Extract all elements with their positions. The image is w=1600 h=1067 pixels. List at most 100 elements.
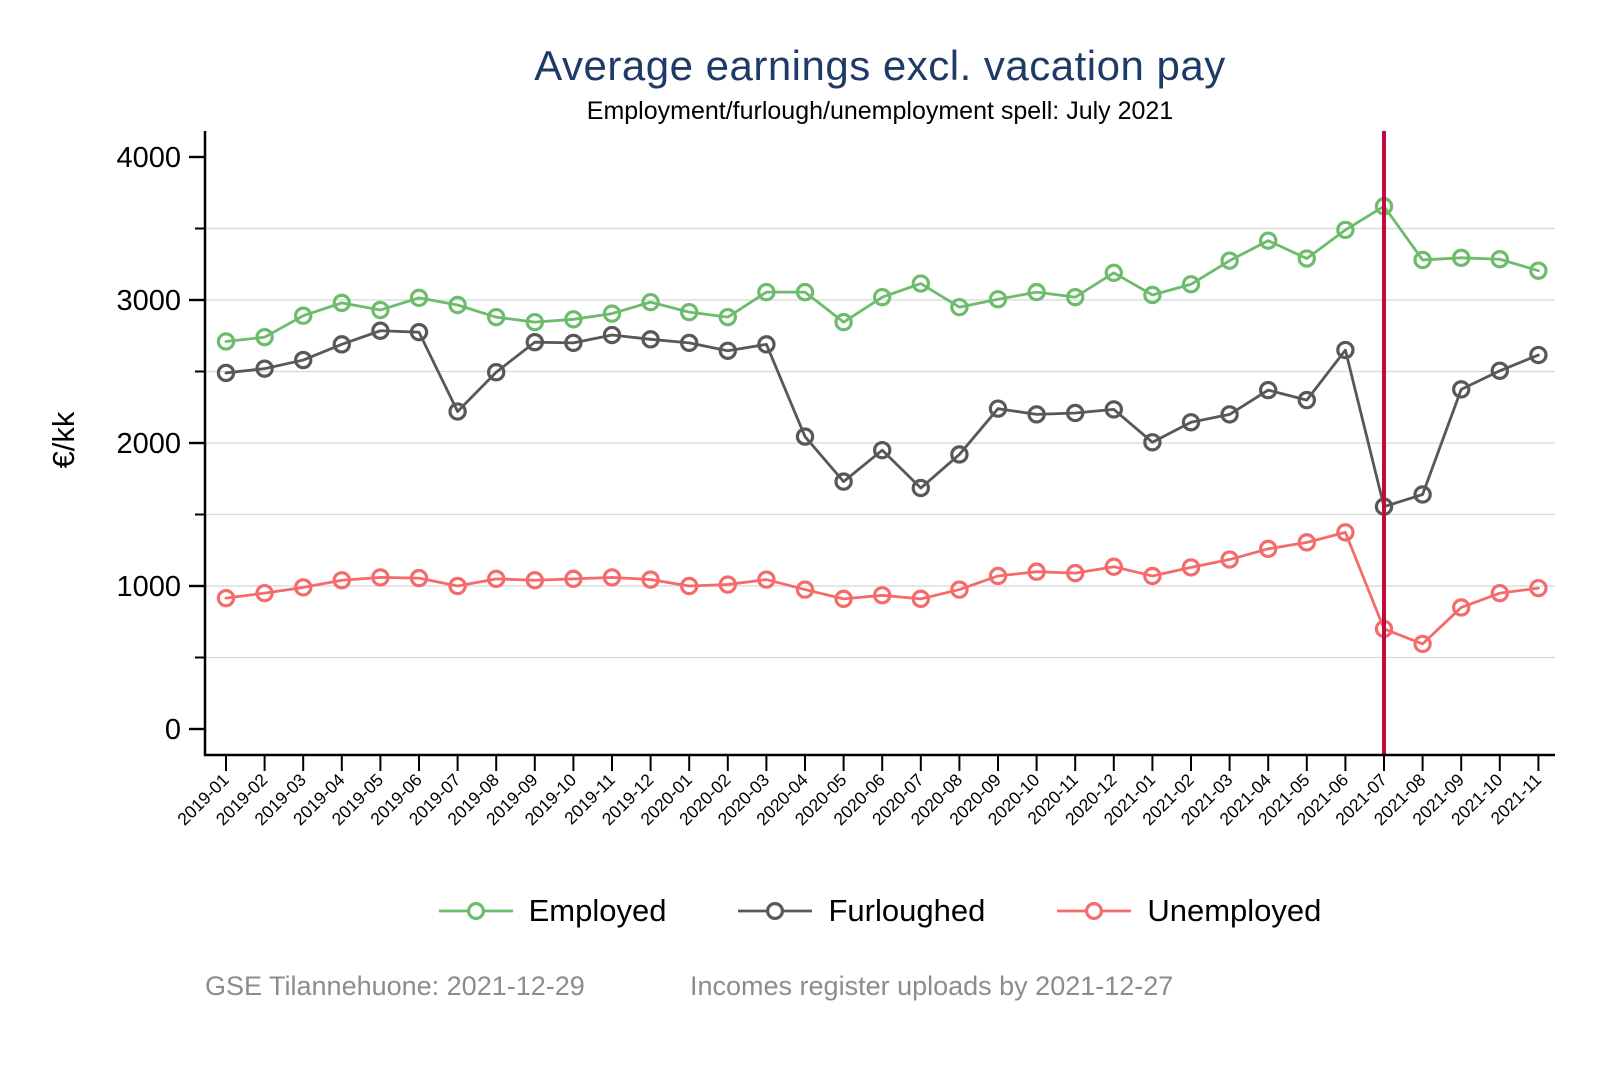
data-point xyxy=(1065,403,1085,423)
series-employed xyxy=(216,197,1548,351)
data-point xyxy=(564,310,583,329)
data-point xyxy=(216,588,236,608)
data-point xyxy=(294,306,313,325)
data-point xyxy=(1181,558,1201,577)
data-point xyxy=(525,312,545,332)
y-axis-ticks: 0 1000 2000 3000 4000 xyxy=(116,142,204,746)
chart-title: Average earnings excl. vacation pay xyxy=(534,42,1226,89)
data-point xyxy=(255,327,274,347)
series-furloughed xyxy=(216,321,1548,516)
data-point xyxy=(409,322,429,342)
data-point xyxy=(294,578,313,597)
legend-item-employed: Employed xyxy=(438,893,667,929)
data-point xyxy=(602,304,622,323)
data-point xyxy=(1104,263,1124,283)
legend: Employed Furloughed Unemployed xyxy=(205,893,1555,929)
data-point xyxy=(795,282,815,302)
data-point xyxy=(1297,390,1317,410)
series-furloughed-line xyxy=(224,329,1540,509)
data-point xyxy=(757,335,776,354)
data-point xyxy=(332,335,351,354)
data-point xyxy=(911,274,931,293)
data-point xyxy=(1297,533,1317,552)
data-point xyxy=(1413,634,1432,654)
data-point xyxy=(1143,433,1162,452)
data-point xyxy=(564,569,583,589)
y-tick-label: 3000 xyxy=(116,285,181,317)
legend-swatch-unemployed xyxy=(1057,901,1132,921)
data-point xyxy=(1065,563,1085,583)
data-point xyxy=(911,478,931,498)
data-point xyxy=(1181,275,1201,294)
legend-swatch-furloughed xyxy=(738,901,813,921)
data-point xyxy=(1181,413,1201,432)
data-point xyxy=(718,307,738,327)
y-tick-label: 1000 xyxy=(116,571,181,603)
data-point xyxy=(1297,249,1317,268)
data-point xyxy=(1143,285,1162,305)
data-point xyxy=(757,570,776,589)
data-point xyxy=(216,363,236,383)
data-point xyxy=(911,589,931,609)
data-point xyxy=(409,568,429,588)
data-point xyxy=(718,341,738,360)
data-point xyxy=(332,571,351,590)
data-point xyxy=(371,321,390,340)
data-point xyxy=(988,290,1008,309)
data-point xyxy=(1104,400,1124,419)
data-point xyxy=(1336,340,1355,360)
data-point xyxy=(1027,282,1046,302)
data-point xyxy=(216,332,236,351)
data-point xyxy=(448,576,467,596)
data-point xyxy=(1451,380,1471,399)
data-point xyxy=(448,295,467,315)
data-point xyxy=(1490,361,1510,380)
data-point xyxy=(1027,405,1046,424)
data-point xyxy=(409,288,429,308)
data-point xyxy=(1258,231,1278,250)
legend-label-employed: Employed xyxy=(528,893,667,928)
data-point xyxy=(1143,566,1162,586)
legend-label-unemployed: Unemployed xyxy=(1147,893,1322,928)
data-point xyxy=(950,297,969,317)
data-point xyxy=(873,440,892,460)
data-point xyxy=(448,402,467,421)
data-point xyxy=(371,300,390,320)
footer-note-source: GSE Tilannehuone: 2021-12-29 xyxy=(205,971,585,1001)
data-point xyxy=(255,583,274,603)
data-point xyxy=(680,333,699,353)
data-point xyxy=(1529,261,1548,280)
series-unemployed-line xyxy=(224,530,1540,646)
data-point xyxy=(873,586,892,605)
data-point xyxy=(757,282,776,302)
data-point xyxy=(1490,583,1510,603)
y-tick-label: 4000 xyxy=(116,142,181,174)
data-point xyxy=(988,399,1008,418)
data-point xyxy=(332,293,351,313)
data-point xyxy=(1529,578,1548,598)
data-point xyxy=(1413,250,1432,270)
legend-label-furloughed: Furloughed xyxy=(828,893,986,928)
y-tick-label: 0 xyxy=(165,714,181,746)
data-point xyxy=(487,569,506,589)
data-point xyxy=(1451,598,1471,617)
data-point xyxy=(680,576,699,596)
legend-swatch-employed xyxy=(438,901,513,921)
data-point xyxy=(1065,287,1085,307)
data-point xyxy=(1220,550,1239,569)
data-point xyxy=(602,568,622,587)
data-point xyxy=(602,325,622,345)
data-point xyxy=(525,332,545,352)
legend-item-furloughed: Furloughed xyxy=(738,893,985,929)
data-point xyxy=(795,427,815,446)
data-point xyxy=(371,568,390,587)
data-point xyxy=(873,287,892,307)
data-point xyxy=(564,333,583,353)
data-point xyxy=(950,445,969,464)
data-point xyxy=(1258,539,1278,559)
data-point xyxy=(834,472,853,491)
data-point xyxy=(255,359,274,378)
x-axis-ticks: 2019-012019-022019-032019-042019-052019-… xyxy=(173,756,1545,829)
